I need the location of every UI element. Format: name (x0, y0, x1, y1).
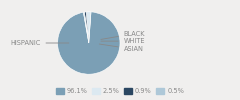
Text: ASIAN: ASIAN (99, 44, 144, 52)
Text: HISPANIC: HISPANIC (10, 40, 69, 46)
Text: WHITE: WHITE (101, 38, 145, 44)
Text: BLACK: BLACK (101, 31, 145, 39)
Wedge shape (58, 12, 120, 74)
Wedge shape (86, 12, 91, 43)
Wedge shape (83, 12, 89, 43)
Legend: 96.1%, 2.5%, 0.9%, 0.5%: 96.1%, 2.5%, 0.9%, 0.5% (55, 87, 185, 96)
Wedge shape (84, 12, 89, 43)
